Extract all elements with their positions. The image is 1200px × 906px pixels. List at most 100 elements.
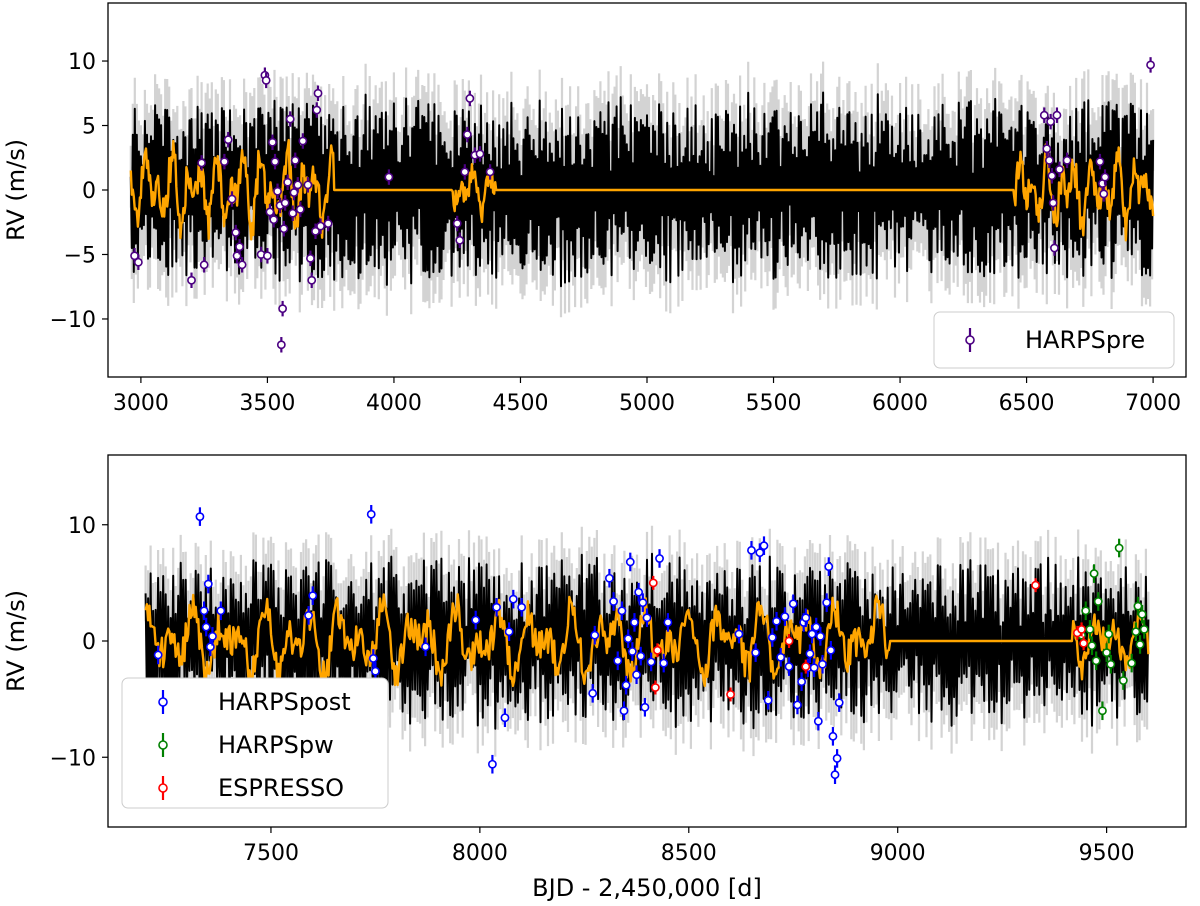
- harpspre-marker: [237, 260, 247, 270]
- harpspre-data-point: [1047, 168, 1057, 184]
- harpspost-marker: [366, 509, 376, 519]
- harpspre-marker: [1095, 157, 1105, 167]
- harpspre-marker: [465, 94, 475, 103]
- harpspost-data-point: [809, 658, 819, 678]
- harpspost-marker: [201, 622, 211, 632]
- harpspw-marker: [1081, 606, 1091, 616]
- harpspre-marker: [1042, 144, 1052, 154]
- harpspre-marker: [298, 136, 308, 146]
- harpspost-marker: [636, 651, 646, 661]
- harpspre-data-point: [237, 257, 247, 273]
- harpspre-marker: [485, 167, 495, 177]
- x-tick-label: 7500: [243, 841, 299, 866]
- harpspw-marker: [1139, 624, 1149, 634]
- harpspre-data-point: [1044, 152, 1054, 169]
- harpspost-marker: [642, 613, 652, 623]
- harpspw-marker: [1087, 641, 1097, 651]
- harpspre-marker: [1044, 155, 1054, 165]
- harpspost-marker: [818, 659, 827, 669]
- harpspost-data-point: [818, 654, 827, 674]
- harpspost-marker: [492, 602, 501, 612]
- harpspost-data-point: [201, 617, 211, 637]
- bottom-y-ticks: −10 0 10: [50, 514, 108, 771]
- harpspost-data-point: [634, 582, 644, 602]
- harpspw-marker: [1133, 601, 1143, 611]
- bottom-plot-frame: [107, 454, 1187, 828]
- espresso-data-point: [1079, 636, 1089, 651]
- harpspre-data-point: [235, 239, 244, 255]
- harpspre-data-point: [1042, 140, 1052, 157]
- harpspost-data-point: [759, 536, 769, 555]
- harpspost-marker: [822, 598, 832, 608]
- harpspost-data-point: [640, 697, 650, 717]
- harpspost-marker: [368, 654, 378, 663]
- harpspost-data-point: [824, 557, 834, 576]
- harpspre-marker: [283, 177, 293, 187]
- harpspre-marker: [187, 275, 196, 285]
- harpspost-marker: [830, 770, 840, 780]
- harpspre-marker: [295, 204, 305, 214]
- harpspost-marker: [759, 541, 769, 551]
- harpspw-marker: [1098, 706, 1107, 716]
- harpspost-data-point: [371, 661, 380, 681]
- harpspre-data-point: [279, 220, 289, 237]
- harpspost-marker: [776, 652, 786, 662]
- harpspre-marker: [313, 88, 323, 98]
- top-y-axis-label: RV (m/s): [2, 139, 30, 241]
- harpspost-marker: [471, 615, 481, 625]
- harpspre-data-point: [312, 102, 322, 118]
- harpspost-marker: [755, 548, 765, 558]
- harpspre-marker: [280, 198, 290, 208]
- harpspost-data-point: [366, 504, 376, 524]
- harpspost-marker: [625, 557, 635, 567]
- harpspost-data-point: [793, 695, 802, 715]
- harpspre-marker: [220, 157, 229, 167]
- harpspw-marker: [1106, 659, 1116, 669]
- x-tick-label: 3500: [239, 391, 295, 416]
- harpspw-data-point: [1137, 604, 1147, 624]
- harpspost-data-point: [655, 549, 664, 568]
- harpspost-marker: [793, 700, 802, 710]
- espresso-marker: [1077, 624, 1086, 634]
- harpspre-legend-marker: [965, 335, 975, 345]
- harpspost-data-point: [659, 653, 669, 673]
- harpspre-marker: [268, 137, 277, 147]
- legend-label-harpspre: HARPSpre: [1025, 326, 1145, 354]
- harpspost-marker: [613, 656, 623, 666]
- y-tick-label: −5: [64, 243, 96, 268]
- harpspre-marker: [227, 194, 237, 204]
- harpspw-data-point: [1102, 643, 1112, 662]
- harpspre-data-point: [288, 205, 298, 221]
- harpspre-data-point: [1095, 153, 1105, 170]
- harpspre-marker: [323, 219, 333, 228]
- harpspre-data-point: [313, 85, 323, 102]
- harpspost-marker: [663, 618, 673, 627]
- harpspre-marker: [1048, 198, 1058, 208]
- harpspw-data-point: [1093, 592, 1103, 611]
- harpspre-data-point: [280, 195, 290, 211]
- harpspost-data-point: [304, 606, 313, 625]
- espresso-legend-marker: [158, 783, 168, 793]
- harpspost-data-point: [832, 749, 842, 768]
- harpspre-data-point: [455, 232, 465, 249]
- harpspost-data-point: [630, 613, 639, 632]
- x-tick-label: 3000: [113, 391, 169, 416]
- harpspre-marker: [1055, 164, 1064, 174]
- harpspost-marker: [609, 597, 618, 606]
- harpspre-marker: [1039, 110, 1049, 120]
- harpspost-marker: [832, 754, 842, 763]
- harpspost-data-point: [632, 665, 641, 685]
- harpspw-data-point: [1106, 654, 1116, 674]
- harpspost-marker: [308, 591, 318, 601]
- espresso-marker: [801, 662, 811, 671]
- harpspost-data-point: [638, 593, 648, 612]
- harpspre-data-point: [295, 201, 305, 218]
- harpspre-data-point: [1039, 107, 1049, 123]
- harpspost-marker: [590, 630, 600, 640]
- y-tick-label: 5: [82, 115, 96, 140]
- harpspost-data-point: [208, 627, 217, 646]
- harpspost-marker: [797, 677, 806, 687]
- harpspre-data-point: [298, 133, 308, 149]
- espresso-marker: [1079, 638, 1089, 648]
- espresso-data-point: [653, 643, 662, 658]
